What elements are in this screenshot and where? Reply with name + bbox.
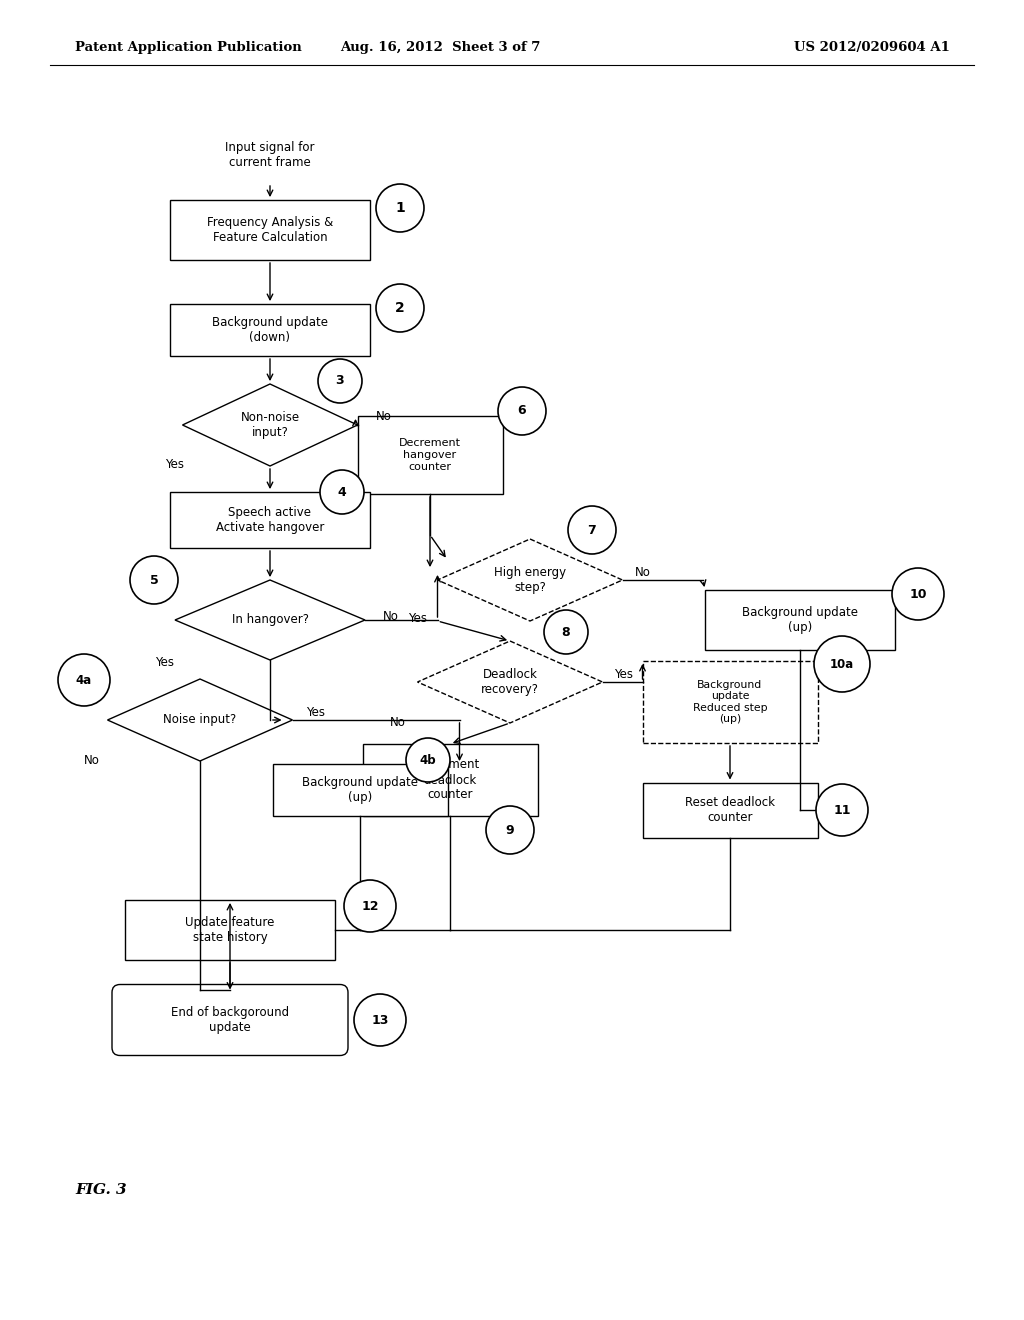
Text: Yes: Yes: [408, 611, 427, 624]
Text: 4b: 4b: [420, 754, 436, 767]
FancyBboxPatch shape: [170, 201, 370, 260]
Circle shape: [486, 807, 534, 854]
Text: No: No: [389, 715, 406, 729]
Text: 11: 11: [834, 804, 851, 817]
Polygon shape: [437, 539, 623, 620]
Text: Yes: Yes: [166, 458, 184, 471]
Text: No: No: [376, 411, 391, 424]
Circle shape: [544, 610, 588, 653]
FancyBboxPatch shape: [170, 304, 370, 356]
Text: No: No: [635, 565, 650, 578]
Text: Background update
(down): Background update (down): [212, 315, 328, 345]
Text: Deadlock
recovery?: Deadlock recovery?: [481, 668, 539, 696]
Text: End of backgoround
update: End of backgoround update: [171, 1006, 289, 1034]
Circle shape: [319, 470, 364, 513]
Text: Background update
(up): Background update (up): [302, 776, 418, 804]
Polygon shape: [182, 384, 357, 466]
FancyBboxPatch shape: [112, 985, 348, 1056]
Text: 9: 9: [506, 824, 514, 837]
Circle shape: [568, 506, 616, 554]
Polygon shape: [175, 579, 365, 660]
Text: US 2012/0209604 A1: US 2012/0209604 A1: [795, 41, 950, 54]
FancyBboxPatch shape: [170, 492, 370, 548]
Circle shape: [376, 183, 424, 232]
Text: Yes: Yes: [306, 705, 326, 718]
Circle shape: [892, 568, 944, 620]
Polygon shape: [108, 678, 293, 762]
Circle shape: [318, 359, 362, 403]
Text: 12: 12: [361, 899, 379, 912]
Text: Yes: Yes: [156, 656, 174, 668]
Text: 4a: 4a: [76, 673, 92, 686]
FancyBboxPatch shape: [272, 764, 447, 816]
FancyBboxPatch shape: [705, 590, 895, 649]
Text: Update feature
state history: Update feature state history: [185, 916, 274, 944]
Text: 1: 1: [395, 201, 404, 215]
Text: 5: 5: [150, 573, 159, 586]
Text: Increment
deadlock
counter: Increment deadlock counter: [420, 759, 480, 801]
Text: Reset deadlock
counter: Reset deadlock counter: [685, 796, 775, 824]
FancyBboxPatch shape: [125, 900, 335, 960]
Text: Yes: Yes: [614, 668, 634, 681]
Text: Decrement
hangover
counter: Decrement hangover counter: [399, 438, 461, 471]
Circle shape: [354, 994, 406, 1045]
Text: 3: 3: [336, 375, 344, 388]
Text: No: No: [383, 610, 399, 623]
Text: 13: 13: [372, 1014, 389, 1027]
Text: FIG. 3: FIG. 3: [75, 1183, 127, 1197]
Text: Background update
(up): Background update (up): [742, 606, 858, 634]
Text: Aug. 16, 2012  Sheet 3 of 7: Aug. 16, 2012 Sheet 3 of 7: [340, 41, 541, 54]
Text: 6: 6: [518, 404, 526, 417]
Text: Speech active
Activate hangover: Speech active Activate hangover: [216, 506, 325, 535]
Circle shape: [344, 880, 396, 932]
Circle shape: [816, 784, 868, 836]
Text: 10: 10: [909, 587, 927, 601]
Text: No: No: [84, 754, 99, 767]
FancyBboxPatch shape: [362, 744, 538, 816]
Text: In hangover?: In hangover?: [231, 614, 308, 627]
Text: 4: 4: [338, 486, 346, 499]
Text: Patent Application Publication: Patent Application Publication: [75, 41, 302, 54]
Text: High energy
step?: High energy step?: [494, 566, 566, 594]
Text: Noise input?: Noise input?: [164, 714, 237, 726]
FancyBboxPatch shape: [357, 416, 503, 494]
Circle shape: [814, 636, 870, 692]
FancyBboxPatch shape: [642, 661, 817, 743]
Circle shape: [58, 653, 110, 706]
Text: 10a: 10a: [829, 657, 854, 671]
FancyBboxPatch shape: [642, 783, 817, 837]
Circle shape: [376, 284, 424, 333]
Text: Input signal for
current frame: Input signal for current frame: [225, 141, 314, 169]
Text: 8: 8: [562, 626, 570, 639]
Circle shape: [498, 387, 546, 436]
Text: 7: 7: [588, 524, 596, 536]
Circle shape: [406, 738, 450, 781]
Polygon shape: [418, 642, 602, 723]
Circle shape: [130, 556, 178, 605]
Text: Background
update
Reduced step
(up): Background update Reduced step (up): [692, 680, 767, 725]
Text: Frequency Analysis &
Feature Calculation: Frequency Analysis & Feature Calculation: [207, 216, 333, 244]
Text: 2: 2: [395, 301, 404, 315]
Text: Non-noise
input?: Non-noise input?: [241, 411, 300, 440]
